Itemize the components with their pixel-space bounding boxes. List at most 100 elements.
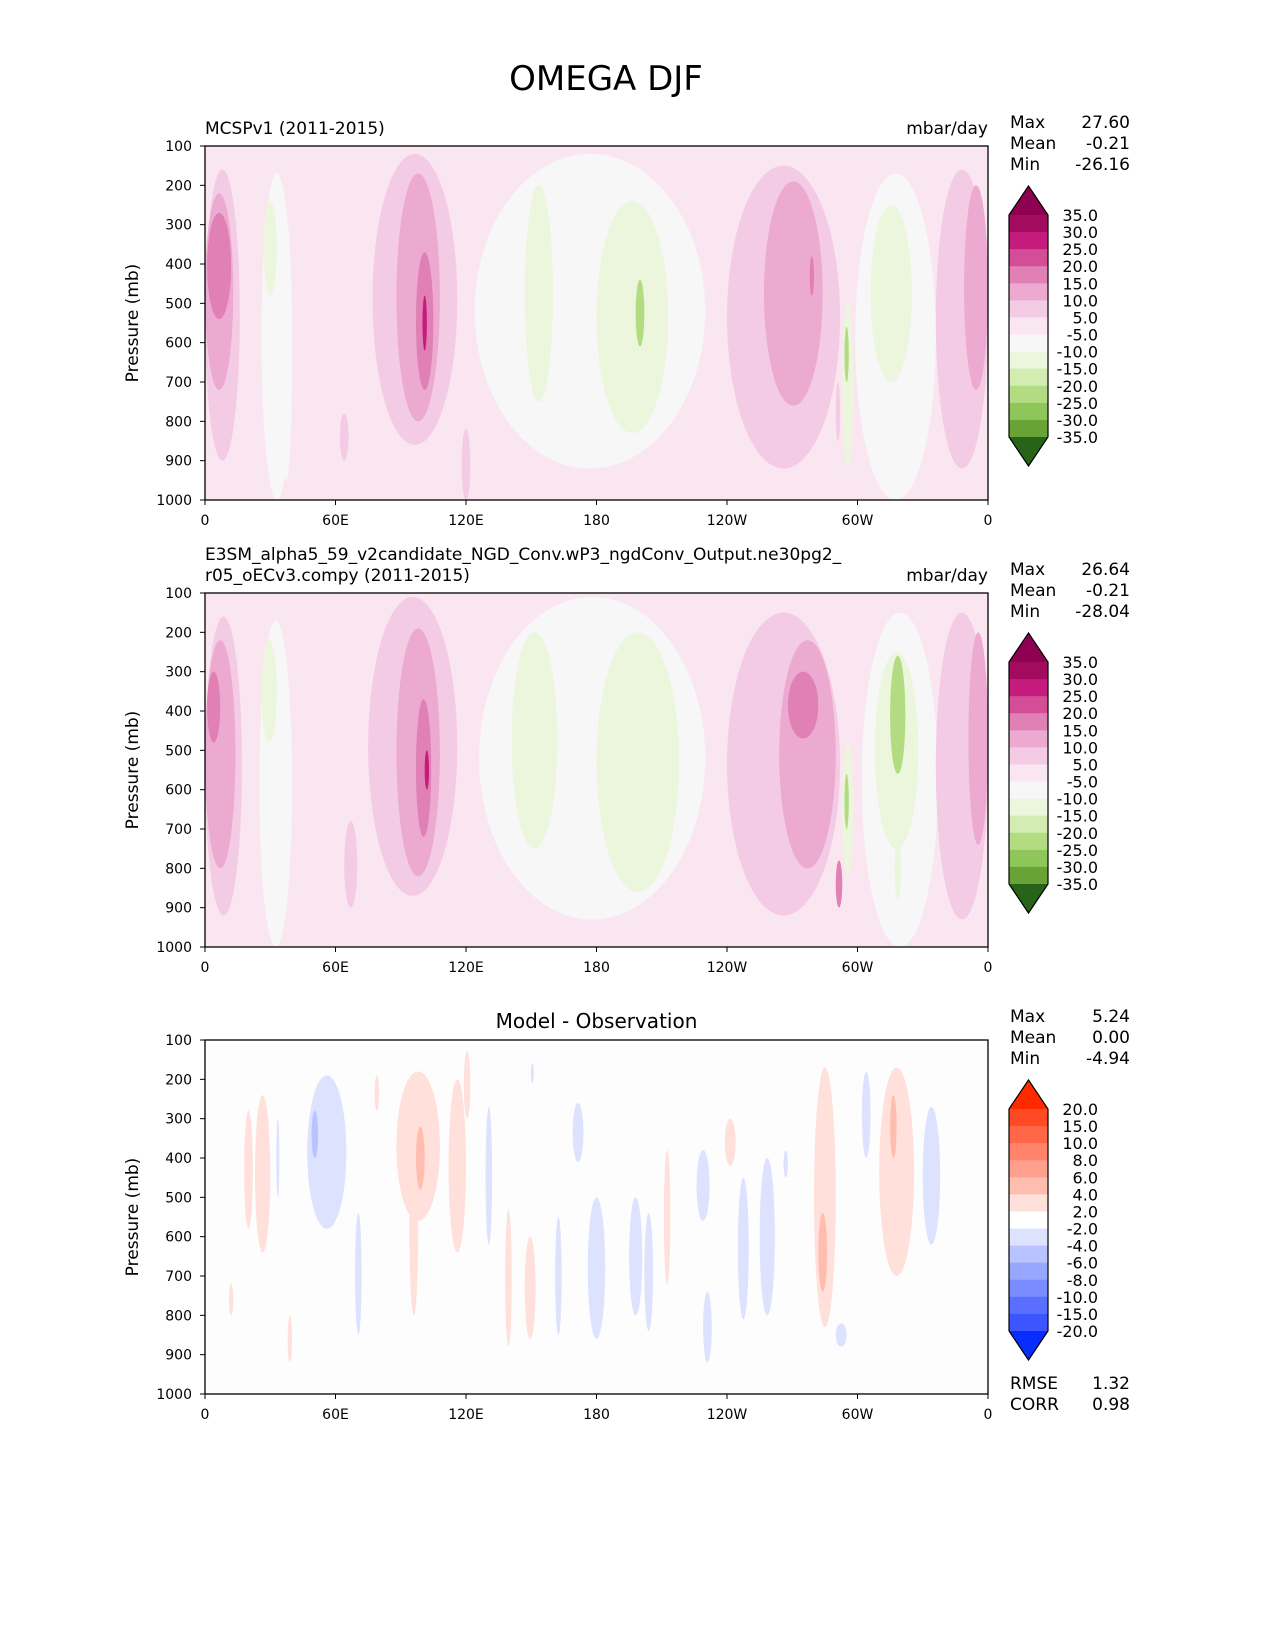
stat-value-rmse: 1.32 [1092,1374,1130,1394]
positive-contour [818,1213,828,1292]
colorbar-tick-label: 15.0 [1062,721,1098,740]
y-tick-label: 800 [165,861,192,877]
negative-contour [307,1075,347,1229]
colorbar-tick-label: -30.0 [1057,858,1098,877]
colorbar-tick-label: 20.0 [1062,257,1098,276]
colorbar-tick-label: 35.0 [1062,206,1098,225]
positive-contour [415,1126,425,1190]
negative-contour [703,1291,712,1363]
stat-label: Min [1010,155,1040,175]
x-tick-label: 120E [448,960,484,976]
y-tick-label: 500 [165,296,192,312]
colorbar-swatch [1009,232,1048,250]
negative-contour [844,773,849,829]
stat-label: RMSE [1010,1374,1058,1394]
panel-units: mbar/day [906,119,988,139]
stat-label: Mean [1010,581,1056,601]
negative-contour [355,1213,362,1335]
colorbar-swatch [1009,1296,1048,1315]
positive-contour [505,1209,512,1347]
colorbar-tick-label: 10.0 [1062,291,1098,310]
colorbar-swatch [1009,1313,1048,1332]
figure-title: OMEGA DJF [509,59,703,99]
y-tick-label: 900 [165,454,192,470]
x-tick-label: 60W [842,513,874,529]
colorbar-swatch [1009,1245,1048,1264]
colorbar-tick-label: -2.0 [1067,1220,1098,1239]
colorbar-swatch [1009,679,1048,697]
colorbar-swatch [1009,832,1048,851]
colorbar-tick-label: -10.0 [1057,790,1098,809]
positive-contour [663,1150,671,1284]
stat-value-mean: -0.21 [1086,581,1130,601]
positive-contour [787,671,819,739]
colorbar-outline [1008,184,1049,468]
y-tick-label: 1000 [156,940,192,956]
negative-contour [870,205,912,382]
y-tick-label: 300 [165,218,192,234]
x-tick-label: 0 [984,513,993,529]
colorbar-tick-label: -20.0 [1057,824,1098,843]
stat-value-max: 26.64 [1081,560,1130,580]
y-tick-label: 300 [165,1112,192,1128]
colorbar-tick-label: -35.0 [1057,428,1098,447]
positive-contour [415,699,432,837]
stat-label: Max [1010,1007,1045,1027]
negative-contour [261,640,277,743]
colorbar-tick-label: -15.0 [1057,1305,1098,1324]
colorbar-swatch [1009,1177,1048,1195]
colorbar-tick-label: -20.0 [1057,377,1098,396]
negative-contour [511,632,558,849]
colorbar: 20.015.010.08.06.04.02.0-2.0-4.0-6.0-8.0… [1008,1078,1098,1362]
stat-value-mean: 0.00 [1092,1028,1130,1048]
x-tick-label: 0 [201,960,210,976]
x-tick-label: 120W [707,960,748,976]
positive-contour [287,1315,293,1363]
stat-value-min: -4.94 [1086,1049,1130,1069]
stat-label: Mean [1010,134,1056,154]
colorbar-swatch [1009,747,1048,765]
stat-value-max: 27.60 [1081,113,1130,133]
positive-contour [207,671,221,743]
colorbar-tick-label: -35.0 [1057,875,1098,894]
stat-value-mean: -0.21 [1086,134,1130,154]
colorbar-swatch [1009,798,1048,817]
colorbar-tick-label: -8.0 [1067,1271,1098,1290]
negative-contour [861,1071,871,1158]
colorbar-tick-label: 35.0 [1062,653,1098,672]
negative-contour [596,201,669,434]
x-tick-label: 0 [201,1407,210,1423]
y-tick-label: 800 [165,414,192,430]
y-tick-label: 100 [165,139,192,155]
negative-contour [276,1118,280,1198]
colorbar-tick-label: -25.0 [1057,841,1098,860]
y-tick-label: 900 [165,901,192,917]
negative-contour [696,1150,710,1221]
positive-contour [409,1142,419,1316]
colorbar-tick-label: 6.0 [1073,1168,1098,1187]
y-tick-label: 1000 [156,1387,192,1403]
positive-contour [814,1067,836,1328]
negative-contour [587,1197,606,1339]
colorbar-extend-min [1009,884,1048,913]
negative-contour [485,1106,493,1245]
x-tick-label: 0 [984,1407,993,1423]
colorbar-tick-label: 15.0 [1062,274,1098,293]
negative-contour [263,201,277,296]
colorbar-swatch [1009,402,1048,421]
colorbar-tick-label: 5.0 [1073,308,1098,327]
panel-2: 0 60E 120E 180 120W 60W 0 100 200 300 400 500 600 700… [123,545,1130,976]
negative-contour [474,153,706,469]
y-tick-label: 900 [165,1348,192,1364]
panel-title-center: Model - Observation [496,1009,698,1033]
negative-contour [922,1106,941,1245]
colorbar-swatch [1009,419,1048,438]
y-tick-label: 300 [165,665,192,681]
negative-contour [311,1110,319,1158]
colorbar-tick-label: 8.0 [1073,1151,1098,1170]
negative-contour [835,1323,847,1347]
colorbar-swatch [1009,368,1048,387]
x-tick-label: 120E [448,1407,484,1423]
colorbar-swatch [1009,317,1048,336]
colorbar-swatch [1009,730,1048,748]
